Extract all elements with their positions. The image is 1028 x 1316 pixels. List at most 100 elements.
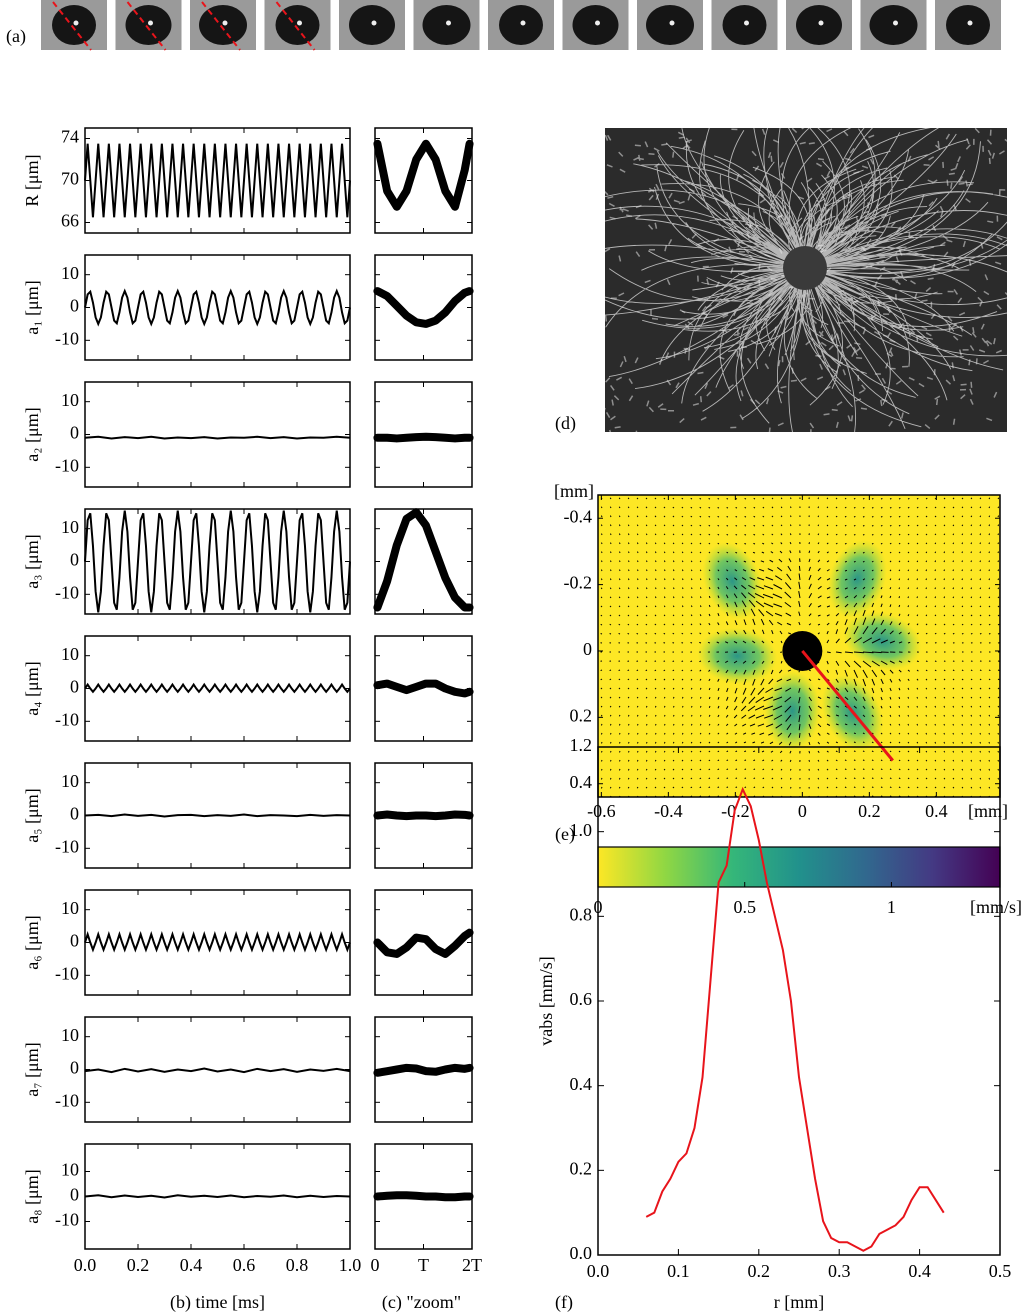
y-tick-label: -10 [55, 1210, 79, 1230]
highlight [297, 20, 302, 26]
x-tick-label: 1.0 [339, 1255, 362, 1275]
series-line [84, 1194, 351, 1199]
y-axis-label: a₇ [μm] [22, 1042, 42, 1096]
y-tick-label: 10 [61, 898, 79, 918]
y-tick-label: 10 [61, 390, 79, 410]
highlight [148, 20, 153, 26]
bubble-image [946, 5, 990, 45]
highlight [371, 20, 377, 26]
x-tick-label: 0.4 [908, 1261, 931, 1281]
zoom-line [373, 810, 474, 821]
x-axis-label: (b) time [ms] [170, 1292, 265, 1313]
y-tick-label: 0 [70, 677, 79, 697]
series-line [84, 1067, 351, 1074]
x-tick-label: -0.6 [587, 801, 616, 821]
y-tick-label: 10 [61, 771, 79, 791]
zoom-line [373, 432, 474, 443]
x-tick-label: 0.3 [828, 1261, 851, 1281]
bubble-image [125, 5, 172, 45]
colorbar [597, 846, 1001, 888]
series-line [84, 682, 351, 694]
zoom-line [373, 1063, 474, 1077]
y-tick-label: 0 [70, 423, 79, 443]
y-tick-label: 0 [70, 550, 79, 570]
zoom-line [373, 928, 474, 958]
colorbar-label: [mm/s] [970, 897, 1022, 917]
axes-frame [84, 381, 351, 488]
x-tick-label: 0.5 [989, 1261, 1012, 1281]
series-line [84, 143, 351, 218]
y-tick-label: -0.2 [564, 573, 593, 593]
highlight [893, 20, 898, 26]
highlight [967, 20, 973, 26]
y-tick-label: 1.0 [570, 820, 593, 840]
panel-label: (f) [555, 1292, 573, 1313]
series-line [645, 786, 945, 1252]
y-tick-label: -0.4 [564, 506, 593, 526]
y-axis-label: a₂ [μm] [22, 407, 42, 461]
highlight [595, 20, 600, 26]
y-tick-label: -10 [55, 963, 79, 983]
bubble-image [52, 5, 96, 45]
x-tick-label: 0.2 [127, 1255, 150, 1275]
x-tick-label: T [418, 1255, 429, 1275]
field-lobe [764, 670, 821, 751]
zoom-line [373, 139, 474, 211]
y-axis-label: a₅ [μm] [22, 788, 42, 842]
bubble-image [722, 5, 767, 45]
x-tick-label: 0.0 [74, 1255, 97, 1275]
y-axis-label: a₃ [μm] [22, 534, 42, 588]
x-tick-label: 0.4 [925, 801, 948, 821]
highlight [669, 20, 675, 26]
highlight [222, 20, 228, 26]
x-tick-label: 0 [798, 801, 807, 821]
x-tick-label: -0.4 [654, 801, 683, 821]
y-axis-label: vabs [mm/s] [536, 956, 556, 1046]
field-lobe [843, 611, 922, 671]
bubble-image [275, 5, 320, 45]
panel-label: (e) [555, 824, 575, 845]
y-tick-label: -10 [55, 328, 79, 348]
y-axis-label: a₆ [μm] [22, 915, 42, 969]
x-tick-label: 0.4 [180, 1255, 203, 1275]
axis-marker [275, 1, 316, 51]
y-tick-label: 0.0 [570, 1243, 593, 1263]
y-tick-label: 0.2 [570, 1158, 593, 1178]
streamlines [605, 128, 1007, 432]
y-tick-label: -10 [55, 1090, 79, 1110]
x-tick-label: 2T [462, 1255, 482, 1275]
y-tick-label: -10 [55, 455, 79, 475]
x-tick-label: 0.8 [286, 1255, 309, 1275]
x-tick-label: 0.6 [233, 1255, 256, 1275]
y-tick-label: 10 [61, 263, 79, 283]
bubble-image [796, 5, 842, 45]
x-tick-label: 0.1 [667, 1261, 690, 1281]
bubble-image [422, 5, 471, 45]
highlight [446, 20, 451, 26]
series-line [84, 813, 351, 818]
y-tick-label: 0.6 [570, 989, 593, 1009]
y-tick-label: 0.4 [570, 1074, 593, 1094]
y-tick-label: 0.8 [570, 904, 593, 924]
bubble [783, 246, 827, 290]
axes-frame [597, 494, 1001, 798]
y-tick-label: 0 [70, 931, 79, 951]
y-axis-label: a₄ [μm] [22, 661, 42, 715]
bubble-image [869, 5, 918, 45]
field-lobe [827, 540, 887, 618]
x-axis-label: r [mm] [774, 1292, 824, 1312]
y-tick-label: -10 [55, 836, 79, 856]
y-unit-label: [mm] [554, 481, 594, 501]
bubble-image [349, 5, 395, 45]
panel-label: (a) [6, 26, 26, 47]
x-tick-label: 0.0 [587, 1261, 610, 1281]
x-unit-label: [mm] [968, 801, 1008, 821]
axis-marker [201, 1, 241, 51]
x-tick-label: 0.2 [748, 1261, 771, 1281]
bubble-image [499, 5, 543, 45]
field-lobe [702, 542, 763, 620]
y-tick-label: 0.2 [570, 705, 593, 725]
highlight [520, 20, 526, 26]
